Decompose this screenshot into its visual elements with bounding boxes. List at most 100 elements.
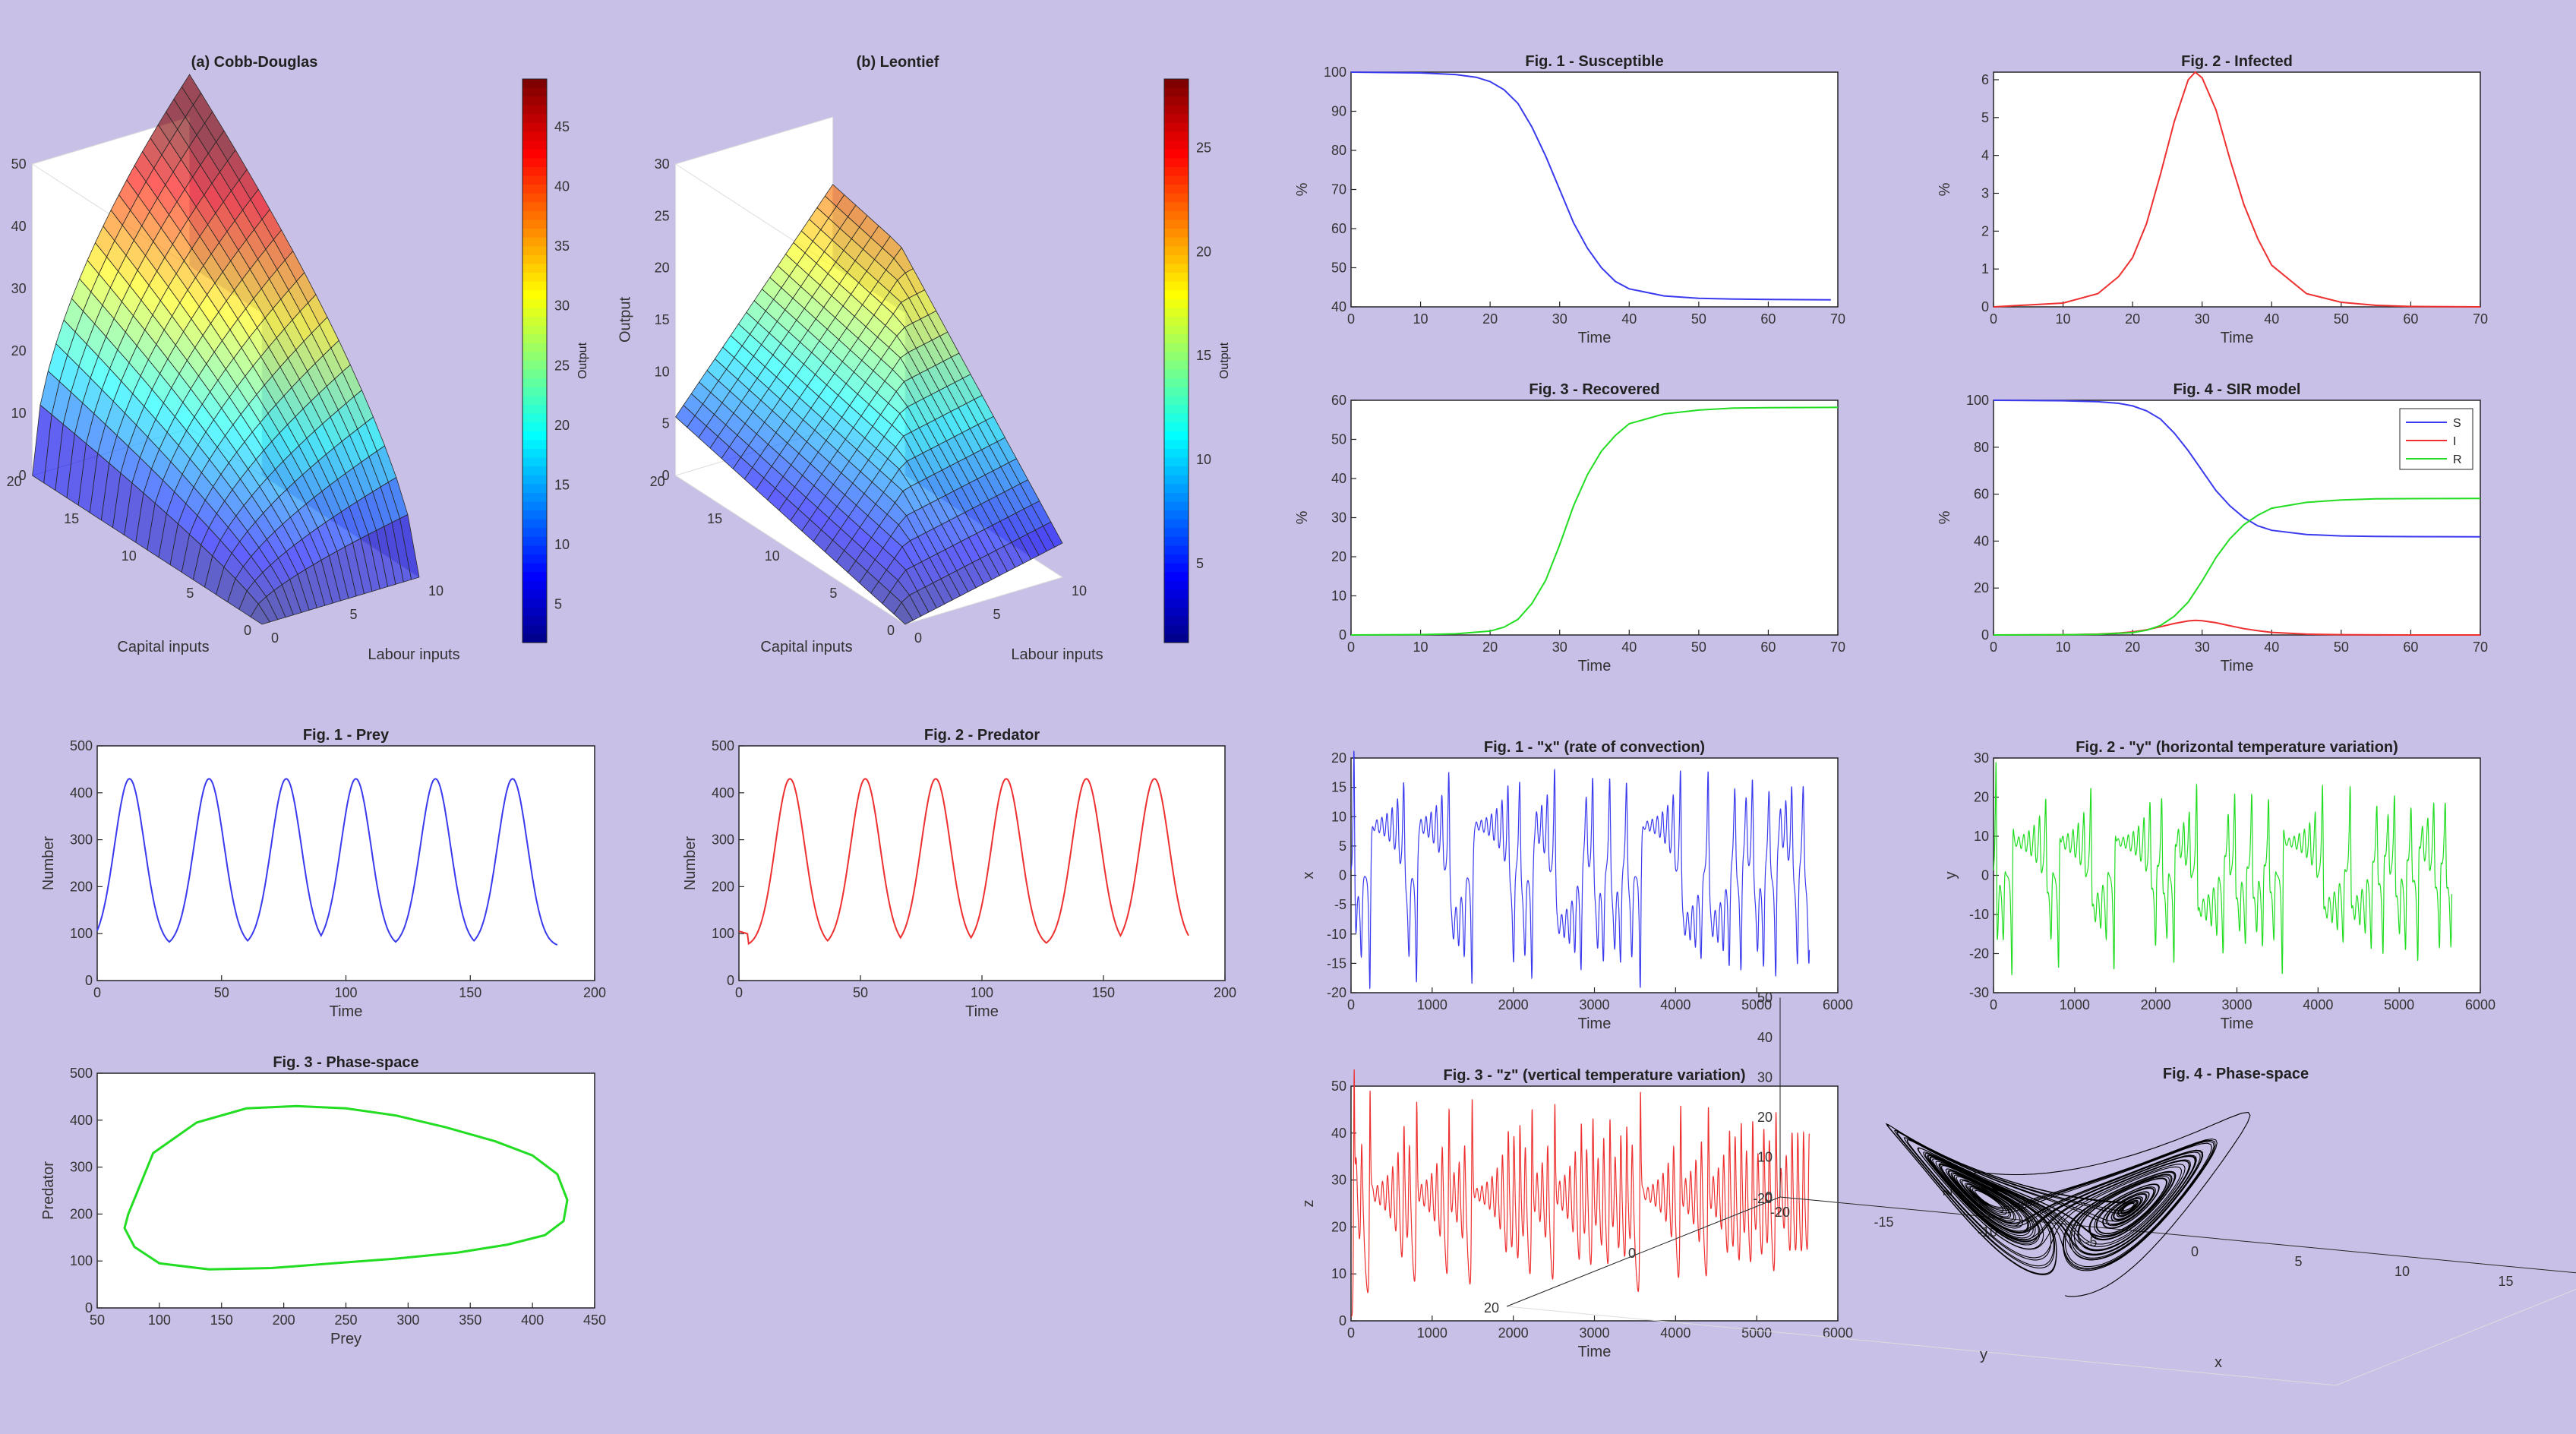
chart-11: 0 1000 2000 3000 4000 5000 600001020304050Fig.… xyxy=(1300,1067,1853,1360)
colorbar-band xyxy=(1164,466,1189,476)
x-tick-label: 50 xyxy=(1691,311,1706,327)
chart-title: Fig. 4 - SIR model xyxy=(2174,381,2301,398)
colorbar-band xyxy=(1164,396,1189,406)
colorbar-band xyxy=(522,193,547,203)
y-tick-label: 300 xyxy=(70,832,93,848)
colorbar-band xyxy=(1164,105,1189,115)
x-axis-label: Time xyxy=(1578,658,1612,674)
chart-title: Fig. 3 - "z" (vertical temperature varia… xyxy=(1444,1067,1746,1084)
series-line xyxy=(1350,406,1839,636)
x-tick-label: 10 xyxy=(2056,640,2071,655)
y-tick-label: 20 xyxy=(1331,1219,1346,1234)
colorbar-band xyxy=(522,413,547,423)
colorbar-tick-label: 25 xyxy=(1196,140,1211,155)
colorbar: 5 10 15 20 25 30 35 40 45 Output xyxy=(522,78,589,643)
plot-area xyxy=(1350,400,1839,636)
z-tick-label: 20 xyxy=(655,261,670,276)
y-axis-label: % xyxy=(1294,510,1311,524)
x-axis-label: Labour inputs xyxy=(1011,646,1103,663)
colorbar-band xyxy=(522,105,547,115)
x-tick-label: 10 xyxy=(1072,583,1087,599)
x-tick-label: 60 xyxy=(1760,311,1776,327)
colorbar-band xyxy=(1164,404,1189,415)
colorbar-tick-label: 15 xyxy=(554,477,570,492)
x-tick-label: 20 xyxy=(1482,311,1498,327)
x-axis-label: Labour inputs xyxy=(368,646,459,663)
x-tick-label: 60 xyxy=(1760,640,1776,655)
y-tick-label: 500 xyxy=(712,738,734,753)
x-tick-label: 70 xyxy=(1830,640,1845,655)
x-tick-label: 30 xyxy=(2195,640,2210,655)
colorbar-band xyxy=(1164,193,1189,203)
y-axis-label: % xyxy=(1937,510,1953,524)
x-tick-label: 2000 xyxy=(1498,1325,1529,1341)
y-tick-label: 15 xyxy=(64,511,79,526)
x-tick-label: 100 xyxy=(971,985,993,1000)
chart-title: Fig. 3 - Recovered xyxy=(1529,381,1659,398)
colorbar-band xyxy=(1164,273,1189,283)
colorbar-band xyxy=(522,175,547,185)
colorbar-band xyxy=(1164,264,1189,273)
y-tick-label: 100 xyxy=(70,926,93,941)
surface-patch xyxy=(250,603,271,625)
colorbar-band xyxy=(522,254,547,265)
colorbar-tick-label: 5 xyxy=(1196,556,1204,571)
x-tick-label: 5000 xyxy=(2384,997,2414,1012)
colorbar-band xyxy=(1164,334,1189,344)
colorbar-band xyxy=(522,325,547,335)
y-tick-label: 0 xyxy=(1981,868,1989,883)
x-tick-label: 150 xyxy=(1092,985,1115,1000)
plot-area xyxy=(1993,71,2481,308)
y-tick-label: 30 xyxy=(1974,750,1989,766)
colorbar-band xyxy=(522,334,547,344)
colorbar-band xyxy=(522,422,547,432)
x-tick-label: 40 xyxy=(1621,640,1637,655)
colorbar-band xyxy=(522,281,547,291)
x-tick-label: 1000 xyxy=(1417,1325,1447,1341)
plot-area xyxy=(1993,400,2481,636)
x-tick-label: 2000 xyxy=(2141,997,2171,1012)
series-line xyxy=(96,778,558,946)
x-tick-label: 5 xyxy=(350,607,358,622)
colorbar-band xyxy=(1164,422,1189,432)
colorbar-band xyxy=(522,343,547,353)
chart-title: Fig. 1 - Prey xyxy=(303,727,390,744)
colorbar-band xyxy=(1164,387,1189,396)
colorbar-band xyxy=(1164,281,1189,291)
x-tick-label: 50 xyxy=(214,985,229,1000)
series-line xyxy=(1993,71,2481,308)
x-axis-label: Time xyxy=(1578,1015,1612,1032)
colorbar-band xyxy=(522,448,547,459)
colorbar-band xyxy=(522,114,547,124)
y-tick-label: 0 xyxy=(1339,627,1346,643)
y-tick-label: 400 xyxy=(70,1113,93,1128)
y-tick-label: 500 xyxy=(70,1066,93,1081)
colorbar-band xyxy=(522,536,547,547)
colorbar-tick-label: 15 xyxy=(1196,348,1211,363)
series-line xyxy=(1350,1069,1810,1317)
x-tick-label: 0 xyxy=(1990,640,1997,655)
chart-title: Fig. 1 - Susceptible xyxy=(1525,53,1663,70)
y-tick-label: -10 xyxy=(1327,927,1346,942)
colorbar-band xyxy=(1164,501,1189,511)
plot-area xyxy=(1350,71,1839,308)
colorbar-band xyxy=(1164,131,1189,141)
chart-title: Fig. 2 - Infected xyxy=(2181,53,2293,70)
colorbar-band xyxy=(1164,589,1189,599)
y-tick-label: 400 xyxy=(70,785,93,801)
z-tick-label: 40 xyxy=(11,219,27,234)
colorbar-band xyxy=(522,79,547,89)
y-tick-label: 5 xyxy=(186,586,194,601)
y-tick-label: 80 xyxy=(1974,440,1989,455)
x-tick-label: 70 xyxy=(2473,640,2488,655)
colorbar-band xyxy=(522,404,547,415)
series-line xyxy=(1993,762,2453,976)
y-tick-label: 60 xyxy=(1331,221,1346,236)
z-tick-label: 10 xyxy=(1757,1150,1773,1165)
colorbar-band xyxy=(522,122,547,133)
colorbar-band xyxy=(1164,536,1189,547)
x-axis-label: Time xyxy=(2221,1015,2254,1032)
series-line xyxy=(738,778,1189,946)
y-tick-label: -20 xyxy=(1969,946,1989,962)
